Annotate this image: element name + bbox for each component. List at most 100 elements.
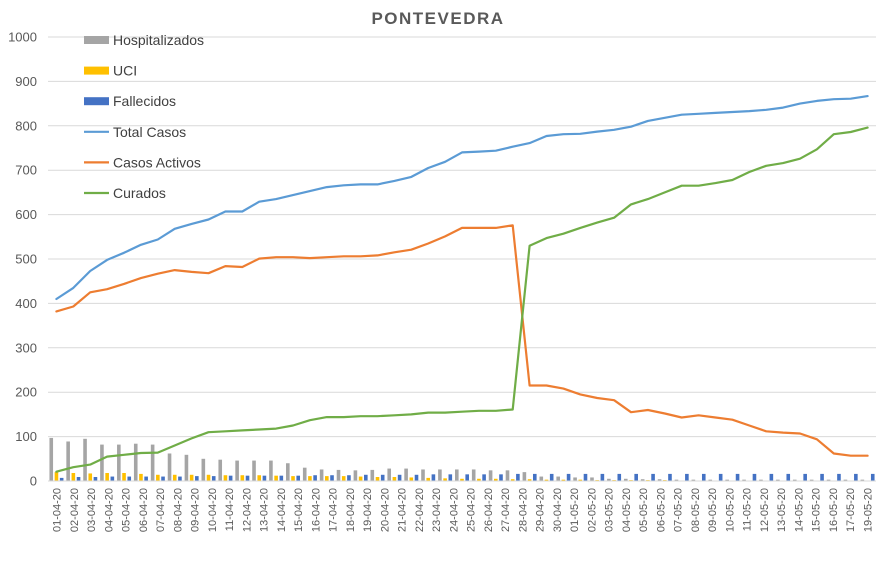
bar-uci	[54, 472, 59, 481]
bar-uci	[477, 478, 481, 481]
bar-hospitalizados	[269, 460, 273, 481]
x-tick-label: 18-04-20	[345, 488, 357, 532]
bar-fallecidos	[228, 475, 233, 481]
line-casos-activos	[55, 224, 869, 457]
legend: Hospitalizados UCI Fallecidos Total Casos Ca…	[84, 32, 204, 201]
x-tick-label: 03-04-20	[86, 488, 98, 532]
bar-fallecidos	[634, 473, 638, 481]
bar-uci	[578, 479, 583, 481]
x-tick-label: 28-04-20	[517, 488, 529, 532]
x-tick-label: 16-04-20	[310, 488, 322, 532]
bar-hospitalizados	[252, 460, 256, 481]
bar-hospitalizados	[49, 437, 54, 481]
bar-hospitalizados	[387, 468, 392, 481]
bar-hospitalizados	[319, 469, 324, 481]
bar-fallecidos	[296, 475, 301, 481]
bar-fallecidos	[701, 473, 706, 481]
bar-fallecidos	[127, 476, 132, 481]
bar-fallecidos	[735, 473, 740, 481]
bar-fallecidos	[532, 473, 537, 481]
bar-fallecidos	[786, 473, 791, 481]
y-tick-label: 300	[15, 340, 37, 355]
bar-hospitalizados	[776, 479, 780, 481]
bar-fallecidos	[651, 473, 655, 481]
bar-fallecidos	[76, 477, 81, 481]
x-tick-label: 07-05-20	[673, 488, 685, 532]
x-tick-label: 24-04-20	[448, 488, 460, 532]
bar-hospitalizados	[370, 469, 375, 481]
bar-uci	[392, 477, 397, 481]
bar-uci	[561, 479, 566, 481]
bar-uci	[341, 476, 346, 481]
bar-fallecidos	[600, 473, 605, 481]
x-tick-label: 02-05-20	[586, 488, 598, 532]
x-tick-label: 21-04-20	[397, 488, 409, 532]
x-tick-label: 27-04-20	[500, 488, 512, 532]
bar-fallecidos	[752, 473, 757, 481]
bar-fallecidos	[499, 474, 503, 481]
bar-uci	[156, 474, 160, 481]
bar-fallecidos	[161, 476, 165, 481]
x-tick-label: 01-05-20	[569, 488, 581, 532]
x-tick-label: 01-04-20	[52, 488, 64, 532]
bar-uci	[88, 473, 93, 481]
bar-fallecidos	[144, 476, 148, 481]
bar-uci	[257, 475, 262, 481]
x-tick-label: 20-04-20	[379, 488, 391, 532]
bar-hospitalizados	[556, 476, 560, 481]
bar-hospitalizados	[488, 470, 493, 481]
x-tick-label: 13-05-20	[776, 488, 788, 532]
x-axis-ticks: 01-04-20 02-04-20 03-04-20 04-04-20 05-04-20…	[52, 488, 875, 532]
bar-fallecidos	[769, 473, 774, 481]
bar-uci	[206, 474, 211, 481]
bar-hospitalizados	[438, 469, 442, 481]
x-tick-label: 06-05-20	[655, 488, 667, 532]
bar-hospitalizados	[455, 469, 459, 481]
bar-fallecidos	[617, 473, 622, 481]
bar-fallecidos	[380, 474, 385, 481]
bar-uci	[139, 473, 143, 481]
x-tick-label: 17-04-20	[328, 488, 340, 532]
bar-hospitalizados	[809, 479, 814, 481]
y-tick-label: 0	[30, 474, 37, 489]
line-curados	[55, 126, 869, 473]
y-tick-label: 200	[15, 385, 37, 400]
bar-uci	[409, 477, 414, 481]
x-tick-label: 29-04-20	[535, 488, 547, 532]
bar-uci	[544, 479, 549, 481]
bar-fallecidos	[668, 473, 672, 481]
bar-fallecidos	[516, 473, 520, 481]
x-tick-label: 08-04-20	[172, 488, 184, 532]
x-tick-label: 10-05-20	[724, 488, 736, 532]
bar-fallecidos	[854, 473, 858, 481]
y-tick-label: 700	[15, 163, 37, 178]
x-tick-label: 04-04-20	[103, 488, 115, 532]
bar-fallecidos	[837, 473, 841, 481]
x-tick-label: 03-05-20	[604, 488, 616, 532]
x-tick-label: 11-05-20	[742, 488, 754, 531]
bar-hospitalizados	[708, 479, 713, 481]
y-tick-label: 500	[15, 252, 37, 267]
bar-hospitalizados	[471, 469, 476, 481]
legend-label-total-casos: Total Casos	[113, 124, 186, 140]
bar-fallecidos	[330, 475, 334, 481]
bar-hospitalizados	[302, 467, 307, 481]
x-tick-label: 25-04-20	[466, 488, 478, 532]
bar-fallecidos	[566, 473, 571, 481]
line-total-casos	[55, 94, 869, 301]
bar-hospitalizados	[201, 458, 206, 481]
y-tick-label: 400	[15, 296, 37, 311]
x-tick-label: 11-04-20	[224, 488, 236, 531]
bar-uci	[527, 479, 532, 481]
bar-hospitalizados	[117, 444, 121, 481]
bar-uci	[493, 478, 498, 481]
bar-uci	[189, 474, 194, 481]
bar-fallecidos	[211, 476, 216, 481]
x-tick-label: 05-05-20	[638, 488, 650, 532]
bar-uci	[325, 476, 329, 481]
bar-hospitalizados	[691, 479, 696, 481]
x-tick-label: 07-04-20	[155, 488, 167, 532]
bar-fallecidos	[414, 474, 419, 481]
bar-fallecidos	[718, 473, 723, 481]
